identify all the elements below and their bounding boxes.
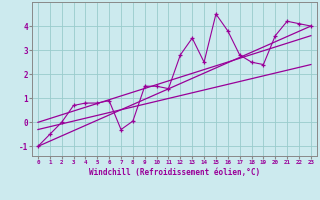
X-axis label: Windchill (Refroidissement éolien,°C): Windchill (Refroidissement éolien,°C) (89, 168, 260, 177)
